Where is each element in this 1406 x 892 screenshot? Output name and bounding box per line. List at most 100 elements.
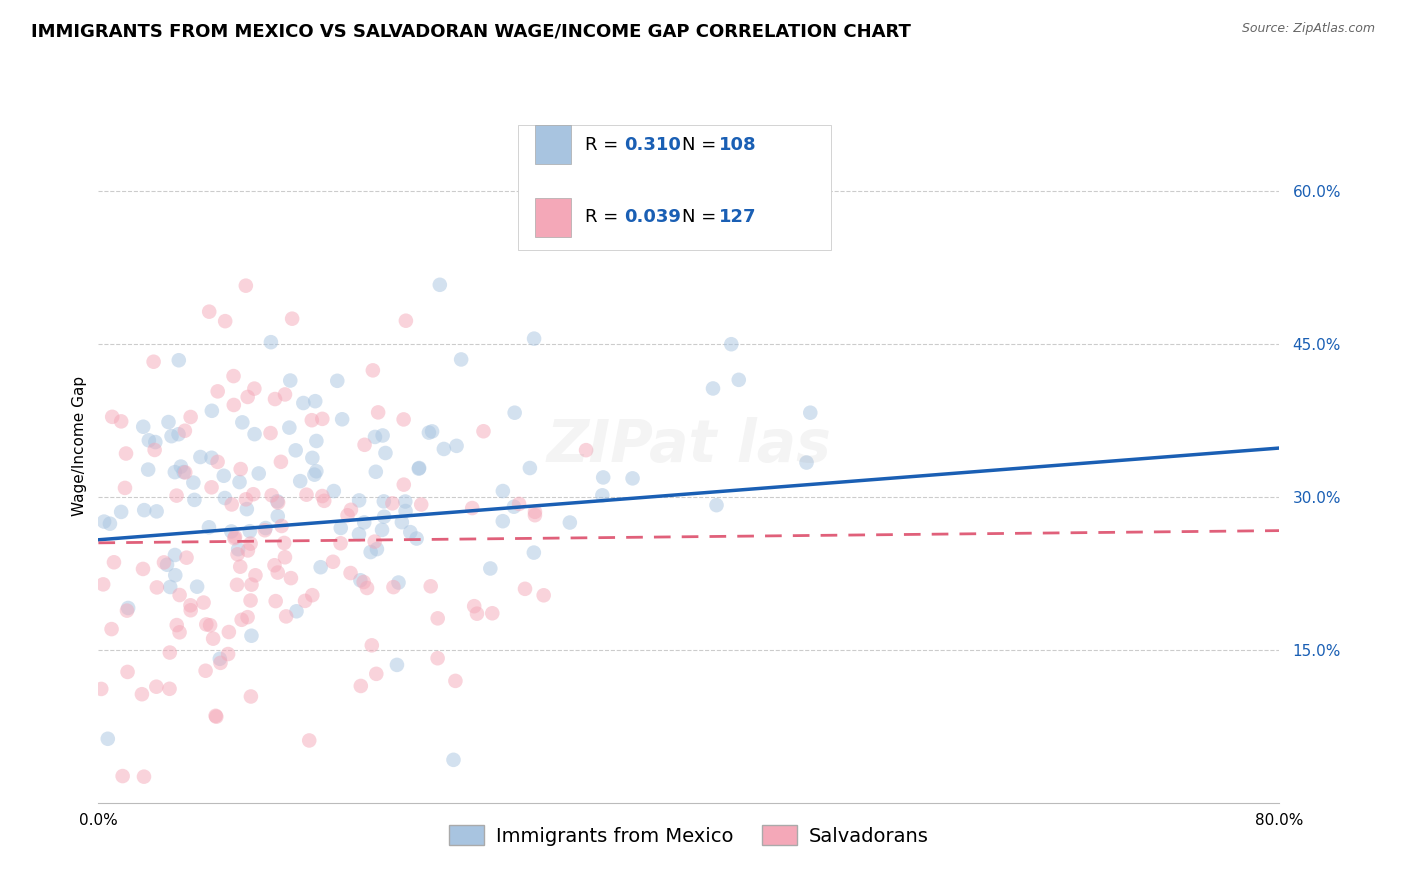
Point bbox=[349, 574, 371, 588]
Point bbox=[239, 536, 262, 550]
Point bbox=[461, 501, 484, 516]
Point bbox=[204, 708, 226, 723]
Point bbox=[97, 731, 120, 746]
Point bbox=[301, 413, 323, 427]
Point bbox=[361, 363, 384, 377]
Point bbox=[222, 369, 245, 384]
Point bbox=[339, 566, 361, 580]
Point bbox=[264, 392, 287, 406]
Point bbox=[336, 508, 359, 523]
Point bbox=[208, 652, 231, 666]
Point bbox=[207, 384, 229, 399]
Point bbox=[198, 520, 221, 534]
Point bbox=[167, 427, 190, 442]
Bar bbox=[536, 125, 571, 164]
Point bbox=[236, 610, 259, 624]
Point bbox=[533, 588, 555, 602]
Point bbox=[236, 543, 259, 558]
Point bbox=[157, 415, 180, 429]
Point bbox=[159, 646, 181, 660]
Point bbox=[479, 561, 502, 575]
Point bbox=[444, 673, 467, 688]
Point bbox=[134, 503, 156, 517]
Point bbox=[226, 578, 249, 592]
Point bbox=[183, 492, 205, 507]
Text: N =: N = bbox=[682, 136, 721, 153]
Point bbox=[366, 666, 388, 681]
Point bbox=[218, 625, 240, 640]
Point bbox=[176, 550, 198, 565]
Point bbox=[371, 523, 394, 537]
Point bbox=[267, 566, 290, 580]
Point bbox=[159, 681, 181, 696]
Point bbox=[364, 430, 387, 444]
Point bbox=[311, 489, 333, 503]
Point bbox=[236, 390, 259, 404]
Point bbox=[111, 769, 134, 783]
Point bbox=[301, 450, 323, 465]
Point bbox=[263, 558, 285, 573]
Point bbox=[243, 382, 266, 396]
Point bbox=[98, 516, 121, 531]
Point bbox=[322, 484, 344, 499]
Point bbox=[371, 428, 394, 442]
Text: 0.039: 0.039 bbox=[624, 209, 681, 227]
Point bbox=[260, 335, 283, 350]
Point bbox=[463, 599, 485, 614]
Point bbox=[481, 607, 503, 621]
Point bbox=[270, 455, 292, 469]
Point bbox=[254, 521, 277, 535]
Point bbox=[159, 580, 181, 594]
Point bbox=[373, 494, 395, 508]
Point bbox=[387, 575, 409, 590]
Point bbox=[110, 414, 132, 428]
Text: 0.310: 0.310 bbox=[624, 136, 681, 153]
Point bbox=[186, 580, 208, 594]
Point bbox=[240, 577, 263, 591]
Point bbox=[101, 409, 124, 424]
Point bbox=[209, 656, 232, 670]
Point bbox=[212, 468, 235, 483]
Point bbox=[166, 618, 188, 632]
Point bbox=[727, 373, 749, 387]
Bar bbox=[536, 198, 571, 237]
Point bbox=[132, 770, 155, 784]
Point bbox=[305, 464, 328, 478]
Text: 108: 108 bbox=[718, 136, 756, 153]
Point bbox=[217, 647, 239, 661]
Point bbox=[143, 435, 166, 450]
Point bbox=[103, 555, 125, 569]
Point bbox=[366, 542, 388, 557]
Point bbox=[353, 516, 375, 530]
Point bbox=[165, 568, 187, 582]
Point bbox=[408, 461, 430, 475]
Point bbox=[242, 487, 264, 501]
Point bbox=[239, 593, 262, 607]
Point bbox=[183, 475, 205, 490]
Point bbox=[492, 514, 515, 528]
Point bbox=[200, 480, 222, 494]
Point bbox=[198, 618, 221, 632]
Point bbox=[301, 588, 323, 602]
Point bbox=[350, 679, 373, 693]
Point bbox=[132, 562, 155, 576]
Point bbox=[399, 525, 422, 540]
Point bbox=[392, 412, 415, 426]
Point bbox=[426, 611, 449, 625]
Point bbox=[160, 429, 183, 443]
Point bbox=[245, 568, 267, 582]
Point bbox=[472, 424, 495, 438]
Point bbox=[173, 465, 195, 479]
Point bbox=[513, 582, 536, 596]
Point bbox=[180, 409, 202, 424]
Point bbox=[274, 550, 297, 565]
Text: 127: 127 bbox=[718, 209, 756, 227]
Point bbox=[450, 352, 472, 367]
Point bbox=[207, 455, 229, 469]
Point bbox=[340, 503, 363, 517]
Point bbox=[169, 588, 191, 602]
Point bbox=[221, 524, 243, 539]
Point bbox=[115, 446, 138, 460]
Point bbox=[100, 622, 122, 636]
Point bbox=[138, 434, 160, 448]
